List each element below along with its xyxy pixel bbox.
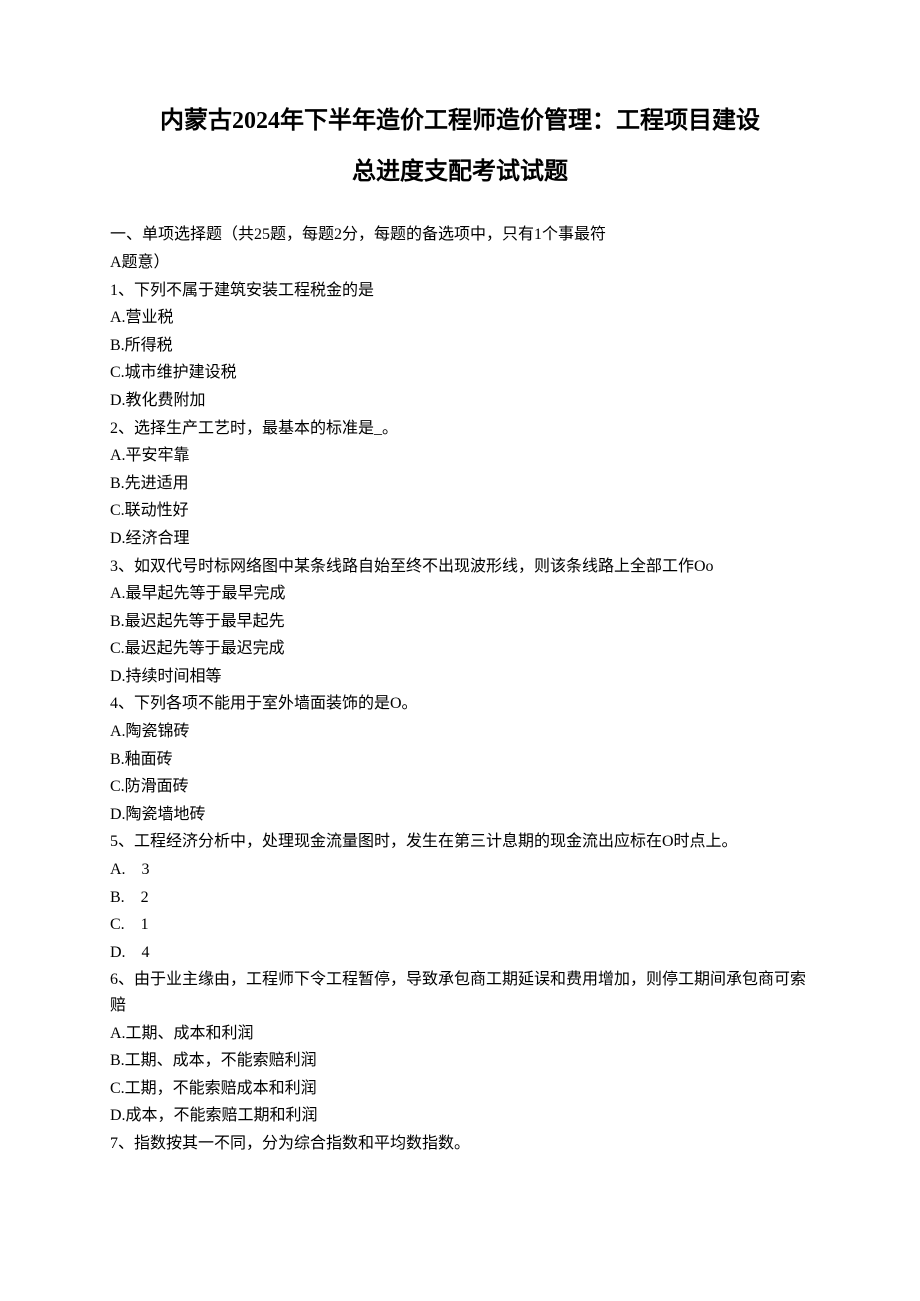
question-option: D.经济合理 <box>110 526 810 552</box>
question-option: B. 2 <box>110 885 810 911</box>
section-header-line1: 一、单项选择题（共25题，每题2分，每题的备选项中，只有1个事最符 <box>110 222 810 248</box>
question-stem: 1、下列不属于建筑安装工程税金的是 <box>110 278 810 304</box>
question-stem: 3、如双代号时标网络图中某条线路自始至终不出现波形线，则该条线路上全部工作Oo <box>110 554 810 580</box>
question-stem: 2、选择生产工艺时，最基本的标准是_。 <box>110 416 810 442</box>
question-option: D. 4 <box>110 940 810 966</box>
question-option: D.教化费附加 <box>110 388 810 414</box>
exam-page: 内蒙古2024年下半年造价工程师造价管理：工程项目建设 总进度支配考试试题 一、… <box>0 0 920 1301</box>
section-header-line2: A题意） <box>110 250 810 276</box>
question-option: D.成本，不能索赔工期和利润 <box>110 1103 810 1129</box>
questions-container: 1、下列不属于建筑安装工程税金的是A.营业税B.所得税C.城市维护建设税D.教化… <box>110 278 810 1157</box>
question-option: C.城市维护建设税 <box>110 360 810 386</box>
question-option: C. 1 <box>110 912 810 938</box>
question-stem: 4、下列各项不能用于室外墙面装饰的是O。 <box>110 691 810 717</box>
question-stem: 5、工程经济分析中，处理现金流量图时，发生在第三计息期的现金流出应标在O时点上。 <box>110 829 810 855</box>
question-option: B.先进适用 <box>110 471 810 497</box>
question-option: A.陶瓷锦砖 <box>110 719 810 745</box>
question-option: B.釉面砖 <box>110 747 810 773</box>
question-option: D.持续时间相等 <box>110 664 810 690</box>
question-option: C.防滑面砖 <box>110 774 810 800</box>
page-title-line1: 内蒙古2024年下半年造价工程师造价管理：工程项目建设 <box>110 100 810 143</box>
question-option: B.最迟起先等于最早起先 <box>110 609 810 635</box>
question-option: C.联动性好 <box>110 498 810 524</box>
question-option: B.工期、成本，不能索赔利润 <box>110 1048 810 1074</box>
page-title-line2: 总进度支配考试试题 <box>110 151 810 194</box>
question-option: B.所得税 <box>110 333 810 359</box>
question-option: D.陶瓷墙地砖 <box>110 802 810 828</box>
question-option: A.工期、成本和利润 <box>110 1021 810 1047</box>
question-stem: 7、指数按其一不同，分为综合指数和平均数指数。 <box>110 1131 810 1157</box>
question-option: A.最早起先等于最早完成 <box>110 581 810 607</box>
question-stem: 6、由于业主缘由，工程师下令工程暂停，导致承包商工期延误和费用增加，则停工期间承… <box>110 967 810 1018</box>
question-option: C.最迟起先等于最迟完成 <box>110 636 810 662</box>
question-option: A.平安牢靠 <box>110 443 810 469</box>
question-option: C.工期，不能索赔成本和利润 <box>110 1076 810 1102</box>
question-option: A.营业税 <box>110 305 810 331</box>
question-option: A. 3 <box>110 857 810 883</box>
